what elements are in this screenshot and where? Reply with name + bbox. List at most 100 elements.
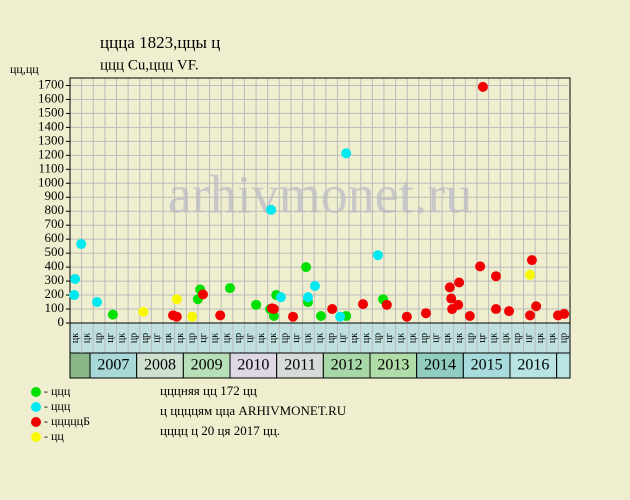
column-label: цк [70,333,81,343]
legend-label: - цц [44,429,64,443]
year-label: 2015 [471,357,503,374]
point [197,289,208,300]
legend-label: - ццц [44,384,71,398]
year-label: 2012 [331,357,363,374]
column-label: цк [500,333,511,343]
year-cell [369,352,418,379]
year-cell [276,352,324,379]
point [309,280,320,291]
point [301,262,312,273]
point [215,310,226,321]
point [251,299,262,310]
y-tick-label: 1400 [38,118,64,133]
column-label: цр [233,333,244,343]
column-label: цг [291,333,302,342]
column-label: цр [558,333,569,343]
point [70,273,81,284]
year-label: 2013 [377,357,409,374]
year-label: 2008 [144,357,176,374]
point [531,301,542,312]
year-cell [416,352,464,379]
point [525,310,536,321]
point [490,304,501,315]
point [490,271,501,282]
point [372,250,383,261]
column-label: цк [268,333,279,343]
column-label: цк [256,333,267,343]
y-tick-label: 1300 [38,132,64,147]
column-label: цг [524,333,535,342]
y-axis-label: цц,цц [10,62,39,76]
point [288,311,299,322]
point [475,261,486,272]
y-tick-label: 400 [45,258,65,273]
column-label: цк [210,333,221,343]
point [171,294,182,305]
column-label: цк [547,333,558,343]
point [559,308,570,319]
point [107,309,118,320]
column-label: цг [338,333,349,342]
year-cell [89,352,138,379]
column-label: цк [396,333,407,343]
column-label: цк [361,333,372,343]
year-label: 2007 [97,357,129,374]
note: ц ццццям цца ARHIVMONET.RU [160,403,347,418]
year-cell [182,352,231,379]
year-label: 2014 [424,357,456,374]
year-label: 2009 [191,357,223,374]
column-label: цк [535,333,546,343]
column-label: цк [314,333,325,343]
y-tick-label: 600 [45,230,65,245]
y-tick-label: 1600 [38,90,64,105]
point [446,293,457,304]
column-label: цг [198,333,209,342]
column-label: цр [186,333,197,343]
column-label: цг [152,333,163,342]
year-cell [556,352,571,379]
column-label: цк [163,333,174,343]
column-label: цк [489,333,500,343]
column-label: цг [477,333,488,342]
point [453,299,464,310]
column-label: цк [117,333,128,343]
year-cell [136,352,184,379]
y-tick-label: 1700 [38,76,64,91]
point [504,306,515,317]
column-label: цк [442,333,453,343]
column-label: цг [105,333,116,342]
point [327,304,338,315]
chart-subtitle: ццц Cu,ццц VF. [100,57,199,73]
column-label: цр [419,333,430,343]
column-label: цр [512,333,523,343]
point [187,311,198,322]
point [341,148,352,159]
y-tick-label: 200 [45,286,65,301]
point [381,299,392,310]
point [316,311,327,322]
legend-label: - цццццБ [44,414,90,428]
legend-marker [31,432,41,442]
legend-marker [31,387,41,397]
column-label: цр [326,333,337,343]
y-tick-label: 1500 [38,104,64,119]
point [526,255,537,266]
column-label: цр [140,333,151,343]
point [275,292,286,303]
legend-marker [31,417,41,427]
column-label: цг [245,333,256,342]
watermark: arhivmonet.ru [168,164,472,224]
point [335,311,346,322]
note: цццняя цц 172 цц [160,383,257,398]
point [69,290,80,301]
column-label: цк [454,333,465,343]
point [76,239,87,250]
column-label: цр [128,333,139,343]
column-label: цг [431,333,442,342]
y-tick-label: 0 [58,314,65,329]
point [525,269,536,280]
note: цццц ц 20 ця 2017 цц. [160,423,280,438]
y-tick-label: 1000 [38,174,64,189]
column-label: цр [465,333,476,343]
